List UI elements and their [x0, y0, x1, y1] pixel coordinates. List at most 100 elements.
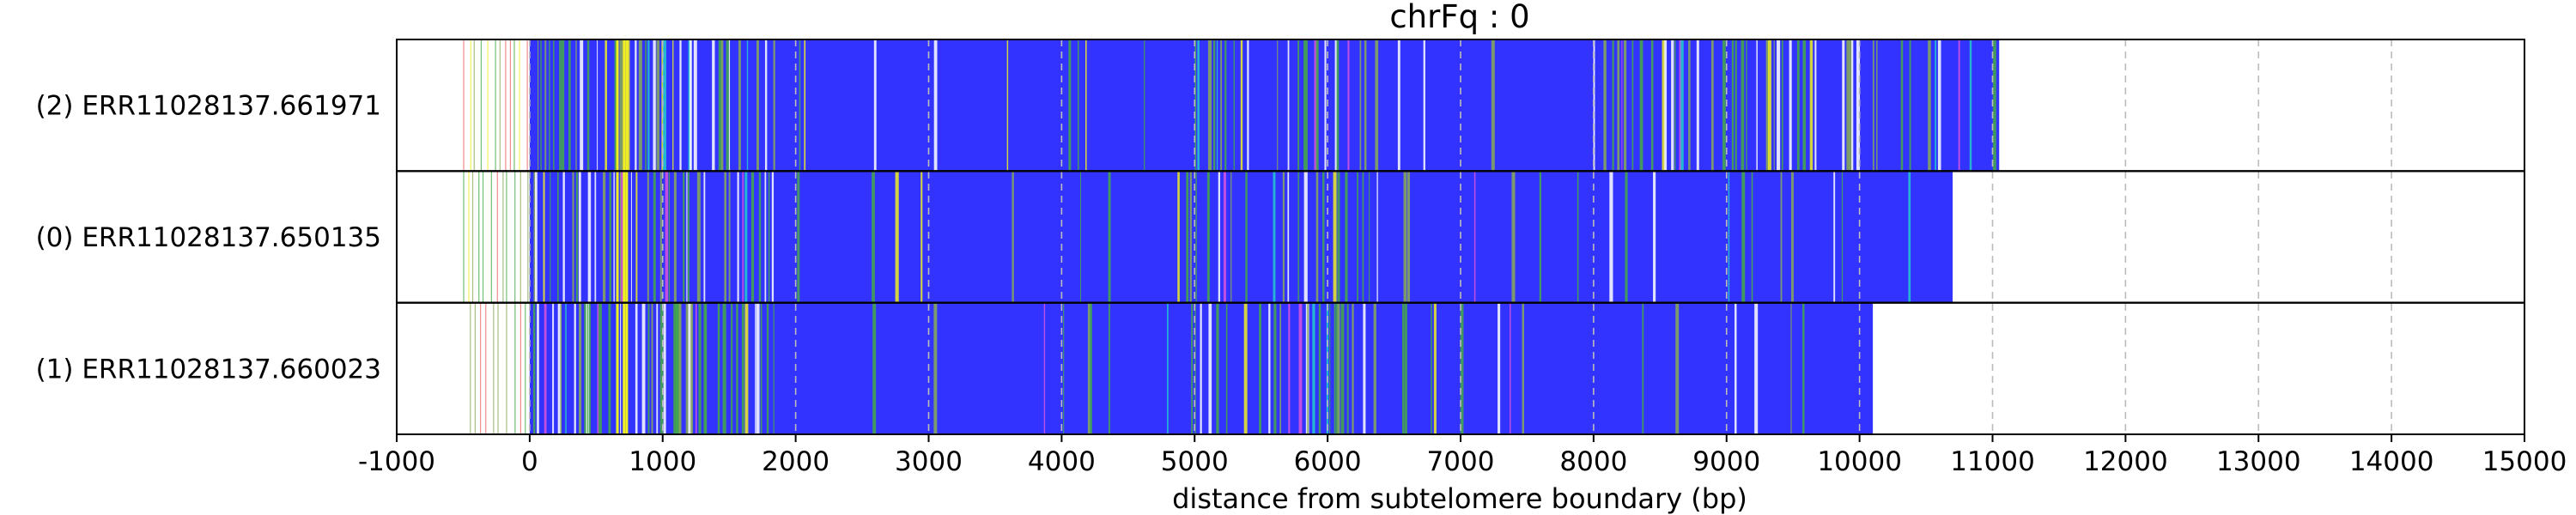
stripe	[1329, 302, 1331, 434]
stripe	[872, 302, 877, 434]
stripe	[1791, 171, 1794, 303]
stripe	[933, 39, 938, 172]
stripe	[1212, 39, 1216, 172]
stripe	[728, 39, 731, 172]
stripe	[1935, 39, 1937, 172]
stripe	[621, 171, 624, 303]
stripe	[584, 302, 588, 434]
stripe	[1969, 39, 1972, 172]
stripe	[1909, 39, 1911, 172]
stripe	[1216, 302, 1219, 434]
stripe	[797, 171, 800, 303]
stripe	[663, 302, 666, 434]
stripe	[1230, 171, 1232, 303]
x-tick-label: 2000	[762, 446, 829, 477]
stripe	[1334, 302, 1336, 434]
stripe	[1511, 171, 1516, 303]
x-tick-label: 12000	[2083, 446, 2168, 477]
stripe	[1225, 302, 1228, 434]
stripe	[635, 171, 638, 303]
stripe	[1273, 302, 1277, 434]
stripe	[895, 171, 899, 303]
x-tick-label: 3000	[895, 446, 963, 477]
stripe	[647, 39, 650, 172]
stripe	[620, 302, 622, 434]
stripe	[1577, 171, 1579, 303]
stripe	[513, 39, 515, 172]
stripe	[1079, 171, 1082, 303]
stripe	[587, 171, 592, 303]
stripe	[1491, 39, 1495, 172]
stripe	[720, 39, 724, 172]
stripe	[1340, 302, 1345, 434]
stripe	[509, 39, 512, 172]
stripe	[1851, 39, 1854, 172]
row-label: (2) ERR11028137.661971	[36, 91, 381, 122]
stripe	[678, 302, 682, 434]
stripe	[1642, 302, 1644, 434]
stripe	[619, 171, 622, 303]
track-1	[463, 171, 1953, 303]
stripe	[1233, 39, 1235, 172]
stripe	[679, 39, 682, 172]
stripe	[1679, 39, 1681, 172]
stripe	[799, 39, 801, 172]
stripe	[586, 39, 590, 172]
stripe	[1802, 39, 1807, 172]
stripe	[1191, 302, 1194, 434]
stripe	[1768, 39, 1771, 172]
stripe	[1012, 171, 1014, 303]
stripe	[689, 39, 692, 172]
stripe	[750, 171, 755, 303]
stripe	[1856, 39, 1861, 172]
stripe	[506, 171, 507, 303]
stripe	[1068, 39, 1072, 172]
stripe	[1735, 302, 1737, 434]
stripe	[1796, 39, 1800, 172]
stripe	[1273, 171, 1276, 303]
stripe	[568, 39, 571, 172]
stripe	[1194, 39, 1197, 172]
stripe	[1731, 39, 1735, 172]
stripe	[724, 171, 726, 303]
stripe	[1423, 39, 1425, 172]
stripe	[499, 39, 501, 172]
stripe	[1814, 39, 1817, 172]
stripe	[1108, 171, 1111, 303]
stripe	[773, 302, 775, 434]
stripe	[1937, 39, 1941, 172]
stripe	[559, 39, 562, 172]
stripe	[672, 39, 674, 172]
stripe	[480, 39, 483, 172]
stripe	[659, 171, 662, 303]
stripe	[1287, 39, 1290, 172]
stripe	[635, 39, 637, 172]
stripe	[726, 39, 730, 172]
stripe	[1195, 171, 1197, 303]
stripe	[1303, 39, 1306, 172]
stripe	[1522, 302, 1524, 434]
stripe	[755, 302, 756, 434]
stripe	[525, 302, 526, 434]
stripe	[496, 171, 498, 303]
stripe	[1603, 39, 1607, 172]
stripe	[616, 39, 619, 172]
x-tick-label: 5000	[1161, 446, 1229, 477]
stripe	[1277, 39, 1279, 172]
stripe	[1609, 171, 1613, 303]
stripe	[543, 171, 545, 303]
stripe	[1369, 171, 1370, 303]
stripe	[1297, 39, 1300, 172]
stripe	[1373, 302, 1376, 434]
stripe	[1680, 39, 1684, 172]
stripe	[1324, 39, 1327, 172]
stripe	[553, 39, 555, 172]
stripe	[597, 302, 599, 434]
stripe	[1318, 302, 1321, 434]
stripe	[594, 171, 597, 303]
stripe	[685, 302, 690, 434]
stripe	[736, 302, 738, 434]
track-0	[463, 39, 2000, 172]
stripe	[480, 302, 482, 434]
stripe	[1197, 39, 1200, 172]
